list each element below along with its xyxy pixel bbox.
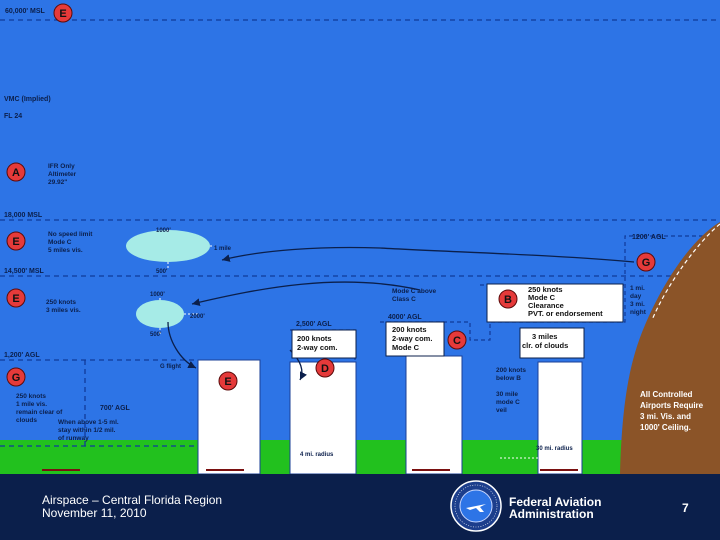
notes: IFR Only Altimeter 29.92" No speed limit…	[16, 163, 647, 442]
altitude-labels: 60,000' MSL VMC (Implied) FL 24 18,000 M…	[4, 8, 666, 412]
label-30mi-radius: 30 mi. radius	[536, 446, 573, 452]
terrain	[620, 222, 720, 474]
cloud-clearance-lines	[159, 228, 580, 459]
cloud2-label-2000: 2000'	[190, 314, 205, 320]
boxed-notes: 250 knots Mode C Clearance PVT. or endor…	[297, 285, 603, 352]
note-class-c: 200 knots 2-way com. Mode C	[392, 325, 435, 352]
label-agl-1200: 1,200' AGL	[4, 352, 40, 359]
ground	[0, 440, 720, 474]
badge-d: D	[321, 363, 329, 375]
badge-b: B	[504, 294, 512, 306]
tower-class-b	[537, 361, 583, 475]
cloud-label-500: 500'	[156, 269, 168, 275]
note-class-d: 200 knots 2-way com.	[297, 334, 337, 352]
label-4mi-radius: 4 mi. radius	[300, 452, 334, 458]
label-msl-60000: 60,000' MSL	[5, 8, 46, 15]
note-b-clouds: 3 miles clr. of clouds	[522, 332, 568, 350]
agency-line-2: Administration	[509, 507, 594, 521]
note-class-b: 250 knots Mode C Clearance PVT. or endor…	[528, 285, 603, 318]
label-agl-4000: 4000' AGL	[388, 314, 422, 321]
badge-g-left: G	[12, 372, 21, 384]
note-vis-right: 1 mi. day 3 mi. night	[630, 285, 647, 316]
badge-a: A	[12, 167, 20, 179]
cloud-label-1000: 1000'	[156, 228, 171, 234]
altitude-lines	[0, 19, 720, 447]
cloud-upper	[126, 230, 210, 262]
tower-class-c	[405, 355, 463, 475]
page-number: 7	[682, 501, 689, 515]
label-msl-18000: 18,000 MSL	[4, 212, 43, 219]
sky-background	[0, 0, 720, 474]
cloud-label-1mile: 1 mile	[214, 246, 232, 252]
note-no-speed-limit: No speed limit Mode C 5 miles vis.	[48, 231, 94, 254]
badge-e-mid: E	[12, 236, 19, 248]
label-vmc: VMC (Implied)	[4, 96, 51, 103]
note-controlled-airports: All Controlled Airports Require 3 mi. Vi…	[640, 390, 705, 432]
cloud-labels: 1000' 1 mile 500' 1000' 2000' 500' G fli…	[150, 228, 573, 458]
note-ifr-only: IFR Only Altimeter 29.92"	[48, 163, 78, 186]
note-e-250: 250 knots 3 miles vis.	[46, 299, 81, 314]
label-agl-700: 700' AGL	[100, 405, 131, 412]
label-msl-14500: 14,500' MSL	[4, 268, 45, 275]
label-agl-2500: 2,500' AGL	[296, 321, 332, 328]
agency-line-1: Federal Aviation	[509, 495, 602, 509]
label-agl-1200-right: 1200' AGL	[632, 234, 666, 241]
badge-g-right: G	[642, 257, 651, 269]
note-mode-c-above: Mode C above Class C	[392, 288, 438, 303]
terrain-boundary	[651, 223, 720, 321]
badge-e-tower: E	[224, 376, 231, 388]
label-g-flight: G flight	[160, 364, 181, 370]
label-fl24: FL 24	[4, 113, 22, 120]
airspace-diagram: E A E E G G B C D E 60,000' MSL VMC (Imp…	[0, 0, 720, 475]
note-b-30-mile: 30 mile mode C veil	[496, 391, 522, 414]
cloud2-label-1000: 1000'	[150, 292, 165, 298]
badge-e-top: E	[59, 8, 66, 20]
badge-c: C	[453, 335, 461, 347]
note-b-200: 200 knots below B	[496, 367, 528, 382]
faa-seal-icon	[450, 480, 502, 532]
note-g-left: 250 knots 1 mile vis. remain clear of cl…	[16, 393, 64, 424]
note-night: When above 1-5 ml. stay within 1/2 mil. …	[58, 419, 121, 442]
class-badges: E A E E G G B C D E	[6, 3, 656, 391]
footer-date: November 11, 2010	[42, 506, 147, 520]
tower-class-d	[289, 361, 357, 475]
cloud2-label-500: 500'	[150, 332, 162, 338]
footer: Airspace – Central Florida Region Novemb…	[0, 474, 720, 540]
footer-title: Airspace – Central Florida Region	[42, 493, 223, 507]
cloud-lower	[136, 300, 184, 328]
badge-e-low: E	[12, 293, 19, 305]
